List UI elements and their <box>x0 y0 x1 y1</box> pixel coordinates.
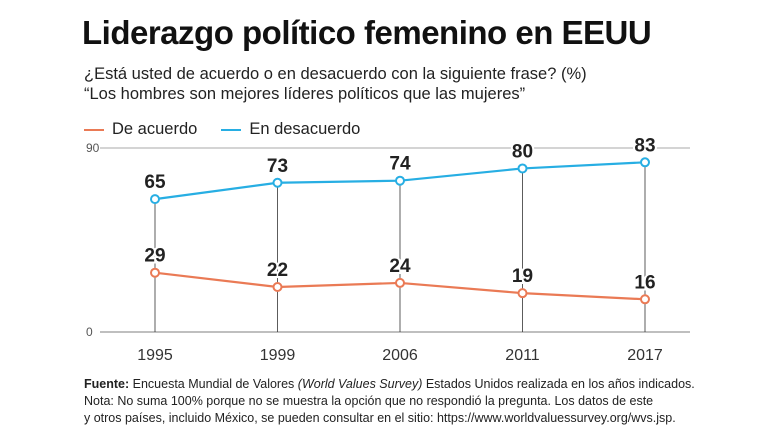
legend-swatch-disagree <box>221 128 242 131</box>
data-label-agree-1995: 29 <box>144 246 165 267</box>
footer-source: Fuente: Encuesta Mundial de Valores (Wor… <box>84 376 695 393</box>
data-point-disagree-2017 <box>640 157 650 168</box>
chart-subtitle: ¿Está usted de acuerdo o en desacuerdo c… <box>84 64 587 104</box>
footer-source-text-a: Encuesta Mundial de Valores <box>132 377 295 391</box>
footer-note-line-1: Nota: No suma 100% porque no se muestra … <box>84 394 654 408</box>
x-tick-label-1999: 1999 <box>260 347 296 364</box>
subtitle-statement: “Los hombres son mejores líderes polític… <box>84 85 526 103</box>
data-label-agree-2017: 16 <box>634 272 655 293</box>
footer-source-text-b: Estados Unidos realizada en los años ind… <box>425 377 695 391</box>
data-point-disagree-1995 <box>150 194 160 205</box>
footer-source-text-italic: (World Values Survey) <box>297 377 423 391</box>
x-tick-label-2017: 2017 <box>627 347 663 364</box>
legend-label-agree: De acuerdo <box>112 120 198 138</box>
chart-footer: Fuente: Encuesta Mundial de Valores (Wor… <box>84 376 695 427</box>
legend-item-agree: De acuerdo <box>84 120 197 139</box>
data-point-agree-1995 <box>150 267 160 278</box>
data-point-disagree-1999 <box>272 177 283 188</box>
data-label-disagree-2006: 74 <box>389 154 411 175</box>
data-label-disagree-2017: 83 <box>634 135 655 156</box>
data-point-agree-2006 <box>395 277 405 288</box>
data-point-agree-2011 <box>517 288 528 299</box>
data-label-disagree-1995: 65 <box>144 172 166 193</box>
chart-title: Liderazgo político femenino en EEUU <box>82 14 652 51</box>
data-label-agree-2006: 24 <box>389 256 411 277</box>
data-point-disagree-2011 <box>517 163 528 174</box>
x-tick-label-2006: 2006 <box>382 347 418 364</box>
data-label-disagree-1999: 73 <box>267 156 288 177</box>
data-point-agree-2017 <box>640 294 650 305</box>
x-tick-label-1995: 1995 <box>137 347 173 364</box>
y-tick-label-0: 0 <box>86 325 93 339</box>
footer-source-label: Fuente: <box>84 377 130 391</box>
legend-label-disagree: En desacuerdo <box>249 120 361 138</box>
data-point-disagree-2006 <box>395 175 405 186</box>
data-point-agree-1999 <box>272 282 283 293</box>
subtitle-question: ¿Está usted de acuerdo o en desacuerdo c… <box>84 65 587 83</box>
data-label-agree-1999: 22 <box>267 260 288 281</box>
chart-legend: De acuerdo En desacuerdo <box>84 120 384 139</box>
legend-swatch-agree <box>84 128 104 131</box>
footer-note-line-2: y otros países, incluido México, se pued… <box>84 411 676 425</box>
data-label-disagree-2011: 80 <box>512 141 533 162</box>
x-tick-label-2011: 2011 <box>505 347 540 364</box>
data-label-agree-2011: 19 <box>512 266 533 287</box>
y-tick-label-90: 90 <box>86 141 100 155</box>
legend-item-disagree: En desacuerdo <box>221 120 360 139</box>
